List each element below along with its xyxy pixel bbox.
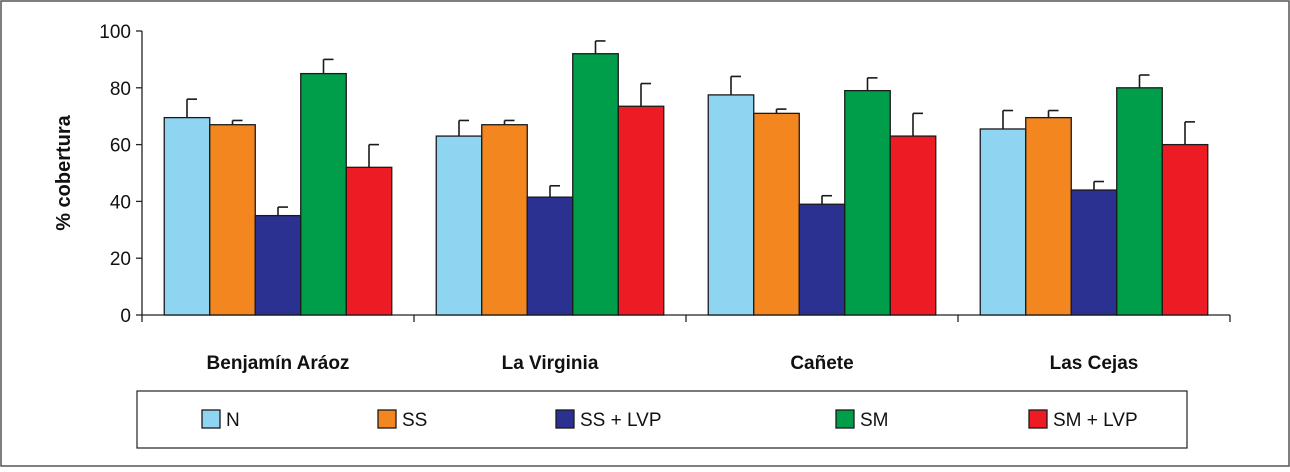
bar bbox=[754, 113, 800, 315]
legend-label: SS + LVP bbox=[580, 410, 662, 431]
bar bbox=[527, 197, 573, 315]
legend-label: SS bbox=[402, 410, 427, 431]
bar bbox=[301, 74, 347, 315]
bar bbox=[1026, 118, 1072, 315]
bar bbox=[255, 216, 301, 315]
y-tick-label: 80 bbox=[110, 79, 131, 100]
category-label: La Virginia bbox=[502, 353, 599, 374]
legend-swatch bbox=[202, 410, 220, 428]
y-tick-label: 0 bbox=[120, 306, 131, 327]
y-tick-label: 60 bbox=[110, 136, 131, 157]
category-label: Benjamín Aráoz bbox=[207, 353, 350, 374]
y-tick-label: 40 bbox=[110, 192, 131, 213]
legend-swatch bbox=[378, 410, 396, 428]
y-axis-label: % cobertura bbox=[53, 114, 75, 230]
y-tick-label: 100 bbox=[99, 22, 131, 43]
bar bbox=[618, 106, 664, 315]
bar bbox=[1117, 88, 1163, 315]
bar bbox=[980, 129, 1026, 315]
legend-swatch bbox=[1029, 410, 1047, 428]
y-tick-label: 20 bbox=[110, 249, 131, 270]
category-label: Cañete bbox=[790, 353, 853, 374]
bar bbox=[210, 125, 256, 315]
bar bbox=[346, 167, 392, 315]
bar bbox=[1071, 190, 1117, 315]
legend-swatch bbox=[556, 410, 574, 428]
bar bbox=[436, 136, 482, 315]
category-label: Las Cejas bbox=[1050, 353, 1139, 374]
legend-label: SM + LVP bbox=[1053, 410, 1138, 431]
legend-label: SM bbox=[860, 410, 889, 431]
bar bbox=[708, 95, 754, 315]
bar bbox=[799, 204, 845, 315]
bar bbox=[890, 136, 936, 315]
legend-swatch bbox=[836, 410, 854, 428]
bar bbox=[845, 91, 891, 315]
bar bbox=[164, 118, 210, 315]
legend-label: N bbox=[226, 410, 240, 431]
bar bbox=[482, 125, 528, 315]
bar bbox=[573, 54, 619, 315]
bar bbox=[1162, 145, 1208, 315]
